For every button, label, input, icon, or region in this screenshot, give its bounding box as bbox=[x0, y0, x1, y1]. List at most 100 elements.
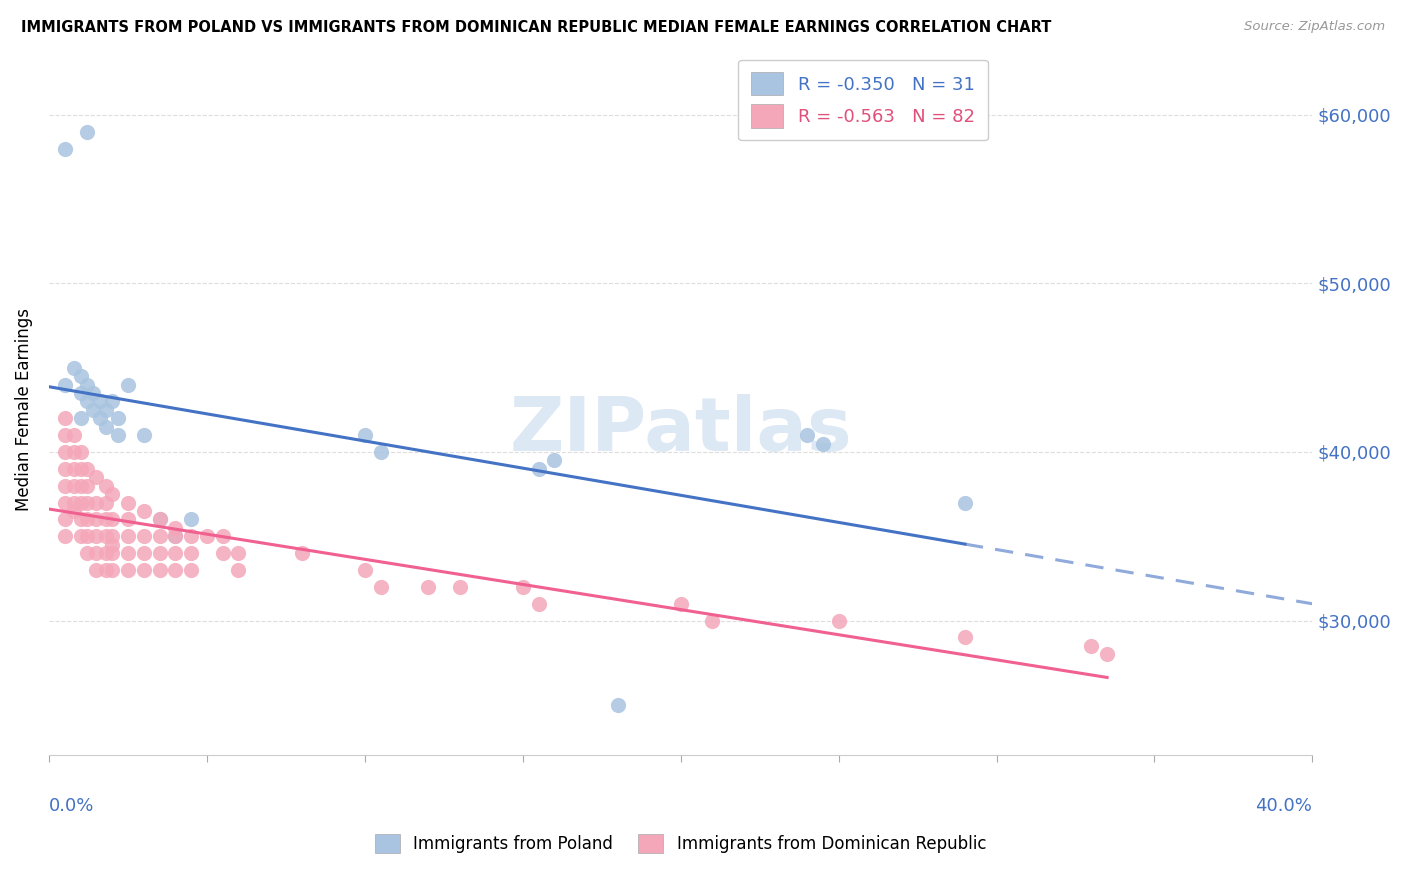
Point bbox=[101, 487, 124, 501]
Point bbox=[69, 386, 91, 401]
Point bbox=[69, 495, 91, 509]
Point bbox=[76, 377, 98, 392]
Point bbox=[86, 512, 108, 526]
Point bbox=[291, 546, 314, 560]
Point bbox=[101, 546, 124, 560]
Point bbox=[180, 563, 202, 577]
Point bbox=[117, 546, 139, 560]
Point bbox=[63, 495, 86, 509]
Point bbox=[827, 614, 849, 628]
Point bbox=[101, 538, 124, 552]
Point bbox=[148, 512, 170, 526]
Point bbox=[449, 580, 471, 594]
Point bbox=[132, 428, 155, 442]
Point bbox=[117, 377, 139, 392]
Y-axis label: Median Female Earnings: Median Female Earnings bbox=[15, 309, 32, 511]
Point bbox=[796, 428, 818, 442]
Point bbox=[512, 580, 534, 594]
Point bbox=[148, 529, 170, 543]
Point bbox=[53, 462, 76, 476]
Point bbox=[165, 563, 187, 577]
Point bbox=[353, 428, 375, 442]
Point bbox=[63, 462, 86, 476]
Point bbox=[63, 504, 86, 518]
Point bbox=[353, 563, 375, 577]
Point bbox=[527, 597, 550, 611]
Point bbox=[94, 419, 117, 434]
Point bbox=[132, 529, 155, 543]
Point bbox=[53, 495, 76, 509]
Point bbox=[165, 521, 187, 535]
Point bbox=[63, 445, 86, 459]
Point bbox=[76, 546, 98, 560]
Point bbox=[211, 529, 233, 543]
Point bbox=[101, 563, 124, 577]
Point bbox=[86, 470, 108, 484]
Point bbox=[107, 411, 129, 425]
Point bbox=[53, 445, 76, 459]
Point bbox=[94, 402, 117, 417]
Point bbox=[69, 478, 91, 492]
Point bbox=[69, 529, 91, 543]
Point bbox=[228, 563, 250, 577]
Point bbox=[370, 580, 392, 594]
Point bbox=[53, 529, 76, 543]
Point bbox=[69, 512, 91, 526]
Point bbox=[76, 495, 98, 509]
Point bbox=[53, 142, 76, 156]
Point bbox=[76, 512, 98, 526]
Point bbox=[165, 529, 187, 543]
Point bbox=[94, 529, 117, 543]
Point bbox=[165, 529, 187, 543]
Point bbox=[148, 546, 170, 560]
Point bbox=[132, 563, 155, 577]
Point bbox=[69, 462, 91, 476]
Point bbox=[527, 462, 550, 476]
Point bbox=[86, 495, 108, 509]
Point bbox=[107, 428, 129, 442]
Point bbox=[195, 529, 218, 543]
Point bbox=[180, 512, 202, 526]
Text: 40.0%: 40.0% bbox=[1256, 797, 1312, 814]
Point bbox=[76, 529, 98, 543]
Point bbox=[1080, 639, 1102, 653]
Point bbox=[117, 563, 139, 577]
Point bbox=[94, 478, 117, 492]
Legend: Immigrants from Poland, Immigrants from Dominican Republic: Immigrants from Poland, Immigrants from … bbox=[367, 826, 994, 862]
Point bbox=[132, 546, 155, 560]
Point bbox=[76, 394, 98, 409]
Point bbox=[86, 546, 108, 560]
Point bbox=[211, 546, 233, 560]
Point bbox=[89, 394, 111, 409]
Point bbox=[148, 512, 170, 526]
Point bbox=[94, 495, 117, 509]
Point bbox=[82, 402, 104, 417]
Point bbox=[94, 563, 117, 577]
Point bbox=[76, 478, 98, 492]
Point bbox=[69, 411, 91, 425]
Point bbox=[101, 394, 124, 409]
Point bbox=[117, 495, 139, 509]
Point bbox=[53, 478, 76, 492]
Point bbox=[165, 546, 187, 560]
Point bbox=[953, 495, 976, 509]
Point bbox=[53, 512, 76, 526]
Point bbox=[53, 377, 76, 392]
Point bbox=[101, 529, 124, 543]
Point bbox=[543, 453, 565, 467]
Point bbox=[811, 436, 834, 450]
Point bbox=[117, 529, 139, 543]
Point bbox=[63, 428, 86, 442]
Point bbox=[53, 428, 76, 442]
Point bbox=[148, 563, 170, 577]
Point bbox=[101, 512, 124, 526]
Point bbox=[86, 529, 108, 543]
Point bbox=[89, 411, 111, 425]
Text: ZIPatlas: ZIPatlas bbox=[509, 394, 852, 467]
Point bbox=[76, 462, 98, 476]
Point bbox=[228, 546, 250, 560]
Point bbox=[370, 445, 392, 459]
Point bbox=[669, 597, 692, 611]
Point bbox=[69, 445, 91, 459]
Point bbox=[180, 546, 202, 560]
